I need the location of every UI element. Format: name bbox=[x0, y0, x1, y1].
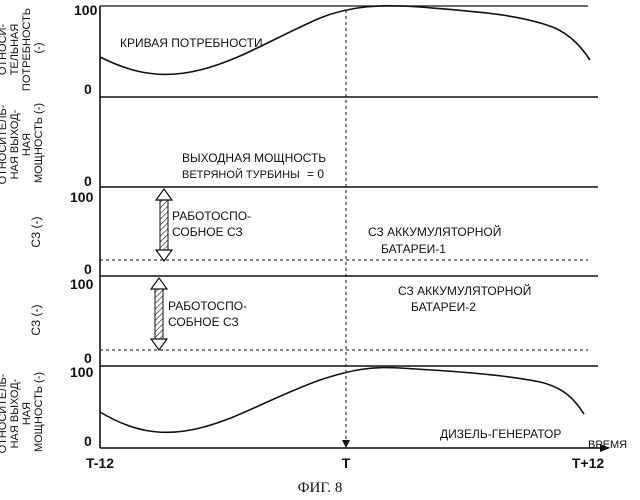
battery1-name-line-2: БАТАРЕИ-1 bbox=[381, 242, 446, 256]
tick-T-minus-12: T-12 bbox=[86, 455, 114, 471]
battery2-y-bottom: 0 bbox=[84, 350, 92, 366]
time-T-marker-arrowhead bbox=[342, 440, 350, 448]
diesel-ylabel-line-3: НАЯ bbox=[21, 402, 33, 425]
wind-note-value: = 0 bbox=[307, 167, 324, 181]
wind-y-bottom: 0 bbox=[84, 173, 92, 189]
battery1-arrow-label-line-2: СОБНОЕ СЗ bbox=[172, 225, 243, 239]
diesel-panel: ОТНОСИТЕЛЬ- НАЯ ВЫХОД- НАЯ МОЩНОСТЬ (-) … bbox=[0, 364, 610, 453]
diesel-curve bbox=[99, 366, 585, 434]
time-axis-label: ВРЕМЯ bbox=[588, 439, 627, 451]
battery1-panel: СЗ (-) 100 0 РАБОТОСПО- СОБНОЕ СЗ СЗ АКК… bbox=[29, 187, 598, 277]
demand-curve-label: КРИВАЯ ПОТРЕБНОСТИ bbox=[120, 36, 263, 50]
time-axis-arrowhead bbox=[600, 444, 610, 452]
demand-y-bottom: 0 bbox=[84, 81, 92, 97]
battery2-arrow-label-line-1: РАБОТОСПО- bbox=[168, 299, 247, 313]
figure-caption: ФИГ. 8 bbox=[298, 480, 343, 496]
battery2-arrow-label-line-2: СОБНОЕ СЗ bbox=[168, 315, 239, 329]
wind-note-line-2: ВЕТРЯНОЙ ТУРБИНЫ bbox=[182, 168, 300, 181]
battery2-name-line-2: БАТАРЕИ-2 bbox=[411, 300, 476, 314]
wind-panel: ОТНОСИТЕЛЬ- НАЯ ВЫХОД- НАЯ МОЩНОСТЬ (-) … bbox=[0, 97, 598, 189]
battery2-panel: СЗ (-) 100 0 РАБОТОСПО- СОБНОЕ СЗ СЗ АКК… bbox=[29, 276, 598, 367]
battery1-name-line-1: СЗ АККУМУЛЯТОРНОЙ bbox=[368, 224, 501, 239]
wind-ylabel-line-4: МОЩНОСТЬ (-) bbox=[33, 103, 45, 183]
battery2-name-line-1: СЗ АККУМУЛЯТОРНОЙ bbox=[398, 283, 531, 298]
demand-ylabel-line-4: (-) bbox=[33, 43, 45, 54]
battery1-arrow-label-line-1: РАБОТОСПО- bbox=[172, 209, 251, 223]
demand-y-top: 100 bbox=[74, 2, 98, 18]
demand-ylabel-line-1: ОТНОСИ- bbox=[0, 24, 9, 76]
diesel-y-bottom: 0 bbox=[84, 433, 92, 449]
battery1-y-bottom: 0 bbox=[84, 261, 92, 277]
battery1-y-top: 100 bbox=[70, 189, 94, 205]
battery2-capacity-arrow bbox=[149, 276, 169, 352]
demand-ylabel: ОТНОСИ- ТЕЛЬНАЯ ПОТРЕБНОСТЬ (-) bbox=[0, 5, 45, 91]
wind-note-line-1: ВЫХОДНАЯ МОЩНОСТЬ bbox=[182, 151, 326, 165]
diesel-ylabel: ОТНОСИТЕЛЬ- НАЯ ВЫХОД- НАЯ МОЩНОСТЬ (-) bbox=[0, 371, 45, 454]
diesel-ylabel-line-4: МОЩНОСТЬ (-) bbox=[33, 372, 45, 452]
wind-ylabel-line-1: ОТНОСИТЕЛЬ- bbox=[0, 104, 9, 184]
wind-ylabel: ОТНОСИТЕЛЬ- НАЯ ВЫХОД- НАЯ МОЩНОСТЬ (-) bbox=[0, 102, 45, 185]
battery1-ylabel: СЗ (-) bbox=[29, 216, 43, 247]
battery2-y-top: 100 bbox=[70, 276, 94, 292]
wind-ylabel-line-3: НАЯ bbox=[21, 133, 33, 156]
diesel-curve-label: ДИЗЕЛЬ-ГЕНЕРАТОР bbox=[440, 427, 561, 441]
tick-T-plus-12: T+12 bbox=[572, 455, 605, 471]
diesel-y-top: 100 bbox=[70, 364, 94, 380]
demand-ylabel-line-2: ТЕЛЬНАЯ bbox=[9, 24, 21, 76]
demand-ylabel-line-3: ПОТРЕБНОСТЬ bbox=[21, 8, 33, 91]
tick-T: T bbox=[342, 455, 351, 471]
battery2-ylabel: СЗ (-) bbox=[29, 304, 43, 335]
demand-panel: ОТНОСИ- ТЕЛЬНАЯ ПОТРЕБНОСТЬ (-) 100 0 КР… bbox=[0, 2, 598, 98]
demand-curve bbox=[99, 4, 591, 76]
diesel-ylabel-line-1: ОТНОСИТЕЛЬ- bbox=[0, 373, 9, 453]
battery1-capacity-arrow bbox=[154, 187, 174, 263]
wind-ylabel-line-2: НАЯ ВЫХОД- bbox=[9, 109, 21, 179]
diesel-ylabel-line-2: НАЯ ВЫХОД- bbox=[9, 378, 21, 448]
